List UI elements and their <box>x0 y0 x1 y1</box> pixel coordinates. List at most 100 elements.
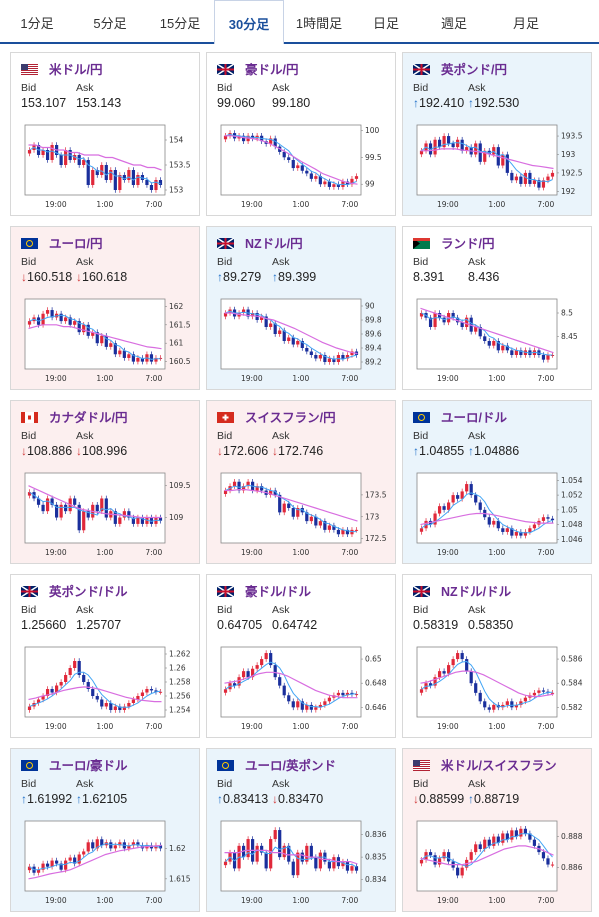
currency-pair-link[interactable]: 米ドル/スイスフラン <box>441 759 557 773</box>
candlestick-chart[interactable]: 0.586 0.584 0.582 19:00 1:00 7:00 <box>413 643 583 733</box>
candle-body <box>323 521 327 530</box>
currency-pair-link[interactable]: 英ポンド/ドル <box>49 585 128 599</box>
candle-body <box>91 689 95 696</box>
currency-pair-link[interactable]: カナダドル/円 <box>49 411 128 425</box>
currency-pair-link[interactable]: スイスフラン/円 <box>245 411 336 425</box>
tab-3[interactable]: 30分足 <box>214 0 284 44</box>
arrow-down-icon: ↓ <box>76 270 82 284</box>
candle-body <box>419 313 424 317</box>
currency-pair-link[interactable]: ユーロ/豪ドル <box>49 759 128 773</box>
rate-card[interactable]: ユーロ/英ポンド Bid Ask ↑0.83413 ↓0.83470 0.836 0.835… <box>206 748 396 912</box>
candlestick-chart[interactable]: 1.62 1.615 19:00 1:00 7:00 <box>21 817 191 907</box>
bid-value: ↓160.518 <box>21 270 72 284</box>
candlestick-chart[interactable]: 8.5 8.45 19:00 1:00 7:00 <box>413 295 583 385</box>
tab-7[interactable]: 月足 <box>512 16 539 31</box>
candle-body <box>300 165 304 171</box>
short-moving-average <box>421 492 553 534</box>
candle-body <box>287 157 291 160</box>
rate-card[interactable]: 英ポンド/ドル Bid Ask 1.25660 1.25707 1.262 1.26 1.25… <box>10 574 200 738</box>
tab-2[interactable]: 15分足 <box>159 16 201 31</box>
candle-body <box>496 341 500 351</box>
candlestick-chart[interactable]: 1.262 1.26 1.258 1.256 1.254 19:00 1:00 7:00 <box>21 643 191 733</box>
candle-body <box>336 184 341 187</box>
tab-4[interactable]: 1時間足 <box>295 16 343 31</box>
candle-body <box>456 867 460 876</box>
currency-pair-link[interactable]: 英ポンド/円 <box>441 63 507 77</box>
currency-pair-link[interactable]: ユーロ/ドル <box>441 411 507 425</box>
ask-label: Ask <box>272 256 290 268</box>
rate-card[interactable]: 米ドル/円 Bid Ask 153.107 153.143 154 153.5 153 19:0… <box>10 52 200 216</box>
rate-card[interactable]: スイスフラン/円 Bid Ask ↓172.606 ↓172.746 173.5 173 17… <box>206 400 396 564</box>
rate-card[interactable]: 豪ドル/ドル Bid Ask 0.64705 0.64742 0.65 0.648 0.646… <box>206 574 396 738</box>
currency-pair-link[interactable]: 米ドル/円 <box>49 63 103 77</box>
candlestick-chart[interactable]: 90 89.8 89.6 89.4 89.2 19:00 1:00 7:00 <box>217 295 387 385</box>
ask-value-text: 1.25707 <box>76 618 122 632</box>
currency-pair-link[interactable]: 豪ドル/円 <box>245 63 299 77</box>
candle-body <box>332 525 336 530</box>
candle-body <box>487 707 491 710</box>
tab-6[interactable]: 週足 <box>440 16 467 31</box>
candle-body <box>223 490 228 494</box>
candle-body <box>478 844 482 849</box>
candle-body <box>64 317 68 322</box>
rate-card[interactable]: 英ポンド/円 Bid Ask ↑192.410 ↑192.530 193.5 193 192.… <box>402 52 592 216</box>
candle-body <box>118 350 122 355</box>
rate-card[interactable]: NZドル/ドル Bid Ask 0.58319 0.58350 0.586 0.584 0.5… <box>402 574 592 738</box>
rate-card[interactable]: ユーロ/豪ドル Bid Ask ↑1.61992 ↑1.62105 1.62 1.615 19… <box>10 748 200 912</box>
candle-body <box>255 486 259 491</box>
bid-value-text: 192.410 <box>419 96 465 110</box>
rate-card[interactable]: 豪ドル/円 Bid Ask 99.060 99.180 100 99.5 99 19:00 1:0… <box>206 52 396 216</box>
tab-5[interactable]: 日足 <box>372 16 399 31</box>
currency-pair-link[interactable]: NZドル/円 <box>245 237 303 251</box>
candle-body <box>510 172 514 181</box>
tab-0[interactable]: 1分足 <box>20 16 54 31</box>
candle-body <box>291 508 295 517</box>
rate-card[interactable]: 米ドル/スイスフラン Bid Ask ↓0.88599 ↑0.88719 0.888 0.8… <box>402 748 592 912</box>
currency-pair-link[interactable]: ランド/円 <box>441 237 495 251</box>
x-tick-label: 1:00 <box>292 722 309 731</box>
rate-card[interactable]: NZドル/円 Bid Ask ↑89.279 ↑89.399 90 89.8 89.6 89.4… <box>206 226 396 390</box>
candlestick-chart[interactable]: 0.65 0.648 0.646 19:00 1:00 7:00 <box>217 643 387 733</box>
ask-value-text: 153.143 <box>76 96 122 110</box>
candle-body <box>104 498 108 518</box>
candle-body <box>318 852 322 869</box>
candlestick-chart[interactable]: 1.054 1.052 1.05 1.048 1.046 19:00 1:00 7:00 <box>413 469 583 559</box>
candlestick-chart[interactable]: 173.5 173 172.5 19:00 1:00 7:00 <box>217 469 387 559</box>
candlestick-chart[interactable]: 100 99.5 99 19:00 1:00 7:00 <box>217 121 387 211</box>
tab-1[interactable]: 5分足 <box>93 16 127 31</box>
candle-body <box>55 860 59 864</box>
rate-card[interactable]: ランド/円 Bid Ask 8.391 8.436 8.5 8.45 19:00 1:00 7:0… <box>402 226 592 390</box>
currency-pair-link[interactable]: ユーロ/円 <box>49 237 103 251</box>
candlestick-chart[interactable]: 0.836 0.835 0.834 19:00 1:00 7:00 <box>217 817 387 907</box>
rate-card[interactable]: ユーロ/円 Bid Ask ↓160.518 ↓160.618 162 161.5 161 16… <box>10 226 200 390</box>
currency-pair-link[interactable]: NZドル/ドル <box>441 585 512 599</box>
x-tick-label: 1:00 <box>292 548 309 557</box>
long-moving-average <box>420 512 554 526</box>
candle-body <box>437 313 442 318</box>
candle-body <box>419 859 424 864</box>
candle-body <box>158 180 163 185</box>
candlestick-chart[interactable]: 109.5 109 19:00 1:00 7:00 <box>21 469 191 559</box>
candle-body <box>260 316 264 320</box>
currency-pair-link[interactable]: ユーロ/英ポンド <box>245 759 336 773</box>
candle-body <box>223 689 228 693</box>
rate-card[interactable]: ユーロ/ドル Bid Ask ↑1.04855 ↑1.04886 1.054 1.052 1.… <box>402 400 592 564</box>
bid-value: ↓0.88599 <box>413 792 464 806</box>
candle-body <box>246 671 250 678</box>
arrow-down-icon: ↓ <box>413 792 419 806</box>
candlestick-chart[interactable]: 154 153.5 153 19:00 1:00 7:00 <box>21 121 191 211</box>
currency-pair-link[interactable]: 豪ドル/ドル <box>245 585 311 599</box>
candle-body <box>505 528 509 532</box>
rate-card[interactable]: カナダドル/円 Bid Ask ↓108.886 ↓108.996 109.5 109 19:… <box>10 400 200 564</box>
candle-body <box>269 138 273 144</box>
y-tick-label: 0.586 <box>561 655 583 664</box>
y-tick-label: 89.4 <box>365 344 382 353</box>
y-tick-label: 160.5 <box>169 357 191 366</box>
candle-body <box>510 350 514 355</box>
candle-body <box>237 677 241 686</box>
candlestick-chart[interactable]: 193.5 193 192.5 192 19:00 1:00 7:00 <box>413 121 583 211</box>
y-tick-label: 153.5 <box>169 161 191 170</box>
candlestick-chart[interactable]: 162 161.5 161 160.5 19:00 1:00 7:00 <box>21 295 191 385</box>
candle-body <box>469 484 473 496</box>
candlestick-chart[interactable]: 0.888 0.886 19:00 1:00 7:00 <box>413 817 583 907</box>
